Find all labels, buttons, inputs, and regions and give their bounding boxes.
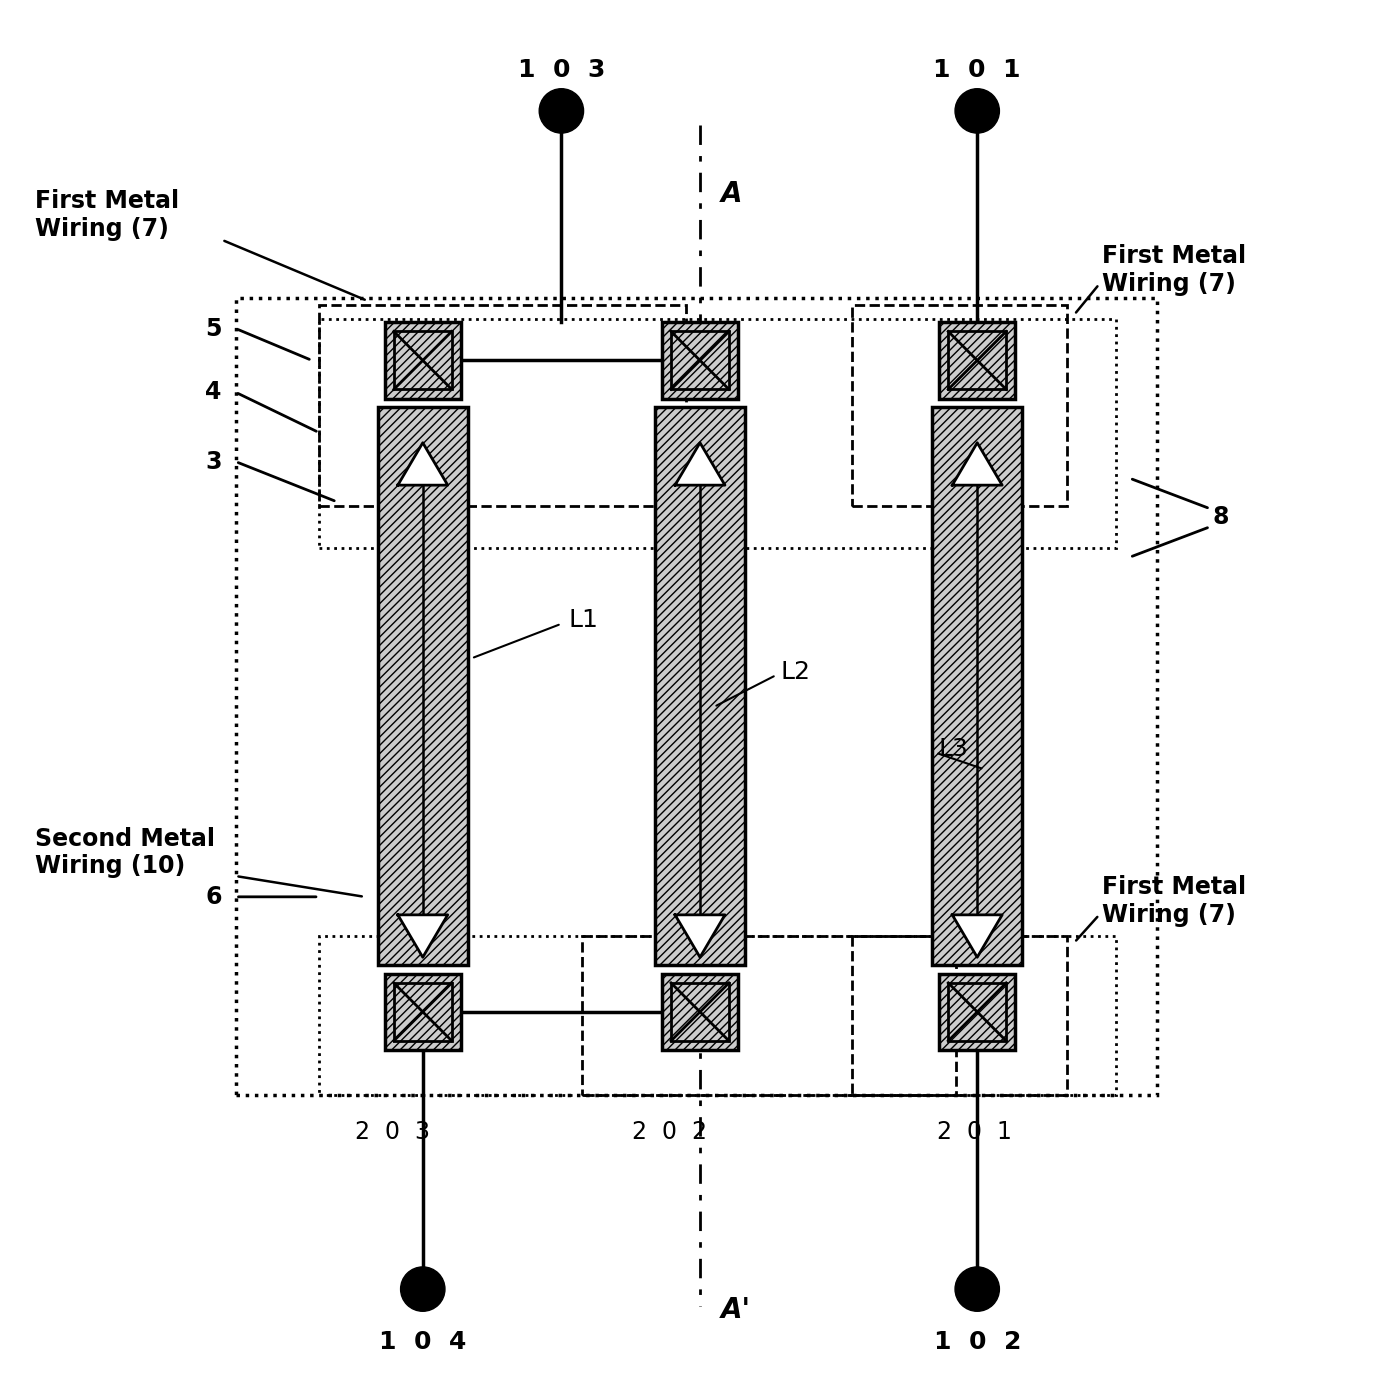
Polygon shape <box>398 442 448 486</box>
Text: Second Metal
Wiring (10): Second Metal Wiring (10) <box>35 826 214 878</box>
Bar <box>662 974 738 1050</box>
Text: 2  0  3: 2 0 3 <box>354 1120 430 1144</box>
Bar <box>939 322 1015 399</box>
Text: L2: L2 <box>780 661 811 685</box>
Bar <box>948 332 1007 389</box>
Bar <box>671 332 729 389</box>
Text: 2  0  1: 2 0 1 <box>937 1120 1012 1144</box>
Text: 1  0  2: 1 0 2 <box>934 1330 1021 1354</box>
Polygon shape <box>952 442 1002 486</box>
Text: L3: L3 <box>938 736 969 760</box>
Text: L1: L1 <box>568 608 598 631</box>
Polygon shape <box>675 442 725 486</box>
Bar <box>662 322 738 399</box>
Text: 1  0  3: 1 0 3 <box>518 57 605 81</box>
Bar <box>385 322 461 399</box>
Text: 8: 8 <box>1212 505 1229 529</box>
Text: A': A' <box>721 1296 750 1324</box>
Bar <box>319 305 686 505</box>
Text: 5: 5 <box>206 316 221 340</box>
Text: 2  0  2: 2 0 2 <box>631 1120 707 1144</box>
Polygon shape <box>398 914 448 958</box>
Bar <box>582 935 956 1095</box>
Bar <box>385 974 461 1050</box>
Text: First Metal
Wiring (7): First Metal Wiring (7) <box>1102 245 1246 297</box>
Polygon shape <box>952 914 1002 958</box>
Bar <box>319 935 1116 1095</box>
Text: A: A <box>721 181 742 209</box>
Bar <box>932 407 1022 966</box>
Polygon shape <box>675 914 725 958</box>
Text: 4: 4 <box>206 381 221 405</box>
Text: 1  0  4: 1 0 4 <box>379 1330 466 1354</box>
Bar <box>393 983 452 1040</box>
Text: First Metal
Wiring (7): First Metal Wiring (7) <box>35 189 179 241</box>
Bar <box>378 407 468 966</box>
Text: First Metal
Wiring (7): First Metal Wiring (7) <box>1102 875 1246 927</box>
Bar <box>393 332 452 389</box>
Text: 1  0  1: 1 0 1 <box>934 57 1021 81</box>
Circle shape <box>955 1267 1000 1312</box>
Bar <box>948 983 1007 1040</box>
Bar <box>853 305 1067 505</box>
Bar <box>319 319 1116 547</box>
Text: 6: 6 <box>206 885 221 909</box>
Bar <box>235 298 1158 1095</box>
Text: 3: 3 <box>206 449 221 473</box>
Bar <box>939 974 1015 1050</box>
Bar <box>853 935 1067 1095</box>
Circle shape <box>539 88 584 133</box>
Circle shape <box>400 1267 445 1312</box>
Circle shape <box>955 88 1000 133</box>
Bar <box>655 407 745 966</box>
Bar <box>671 983 729 1040</box>
